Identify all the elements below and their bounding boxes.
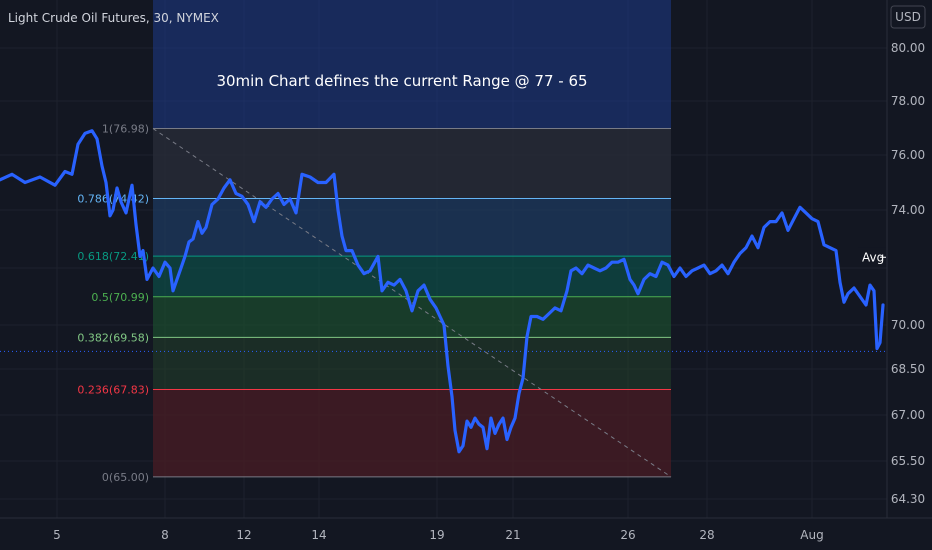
x-tick-label: 5 — [53, 528, 61, 542]
y-tick-label: 80.00 — [891, 41, 925, 55]
x-tick-label: 12 — [236, 528, 251, 542]
time-axis[interactable] — [0, 518, 932, 550]
fib-band — [153, 198, 671, 257]
fib-band — [153, 296, 671, 338]
fib-level-label: 0.382(69.58) — [77, 331, 149, 344]
x-axis-ticks: 5 8 12 14 19 21 26 28 Aug — [53, 528, 824, 542]
avg-badge-label: Avg — [862, 250, 884, 264]
y-tick-label: 67.00 — [891, 408, 925, 422]
chart-title: Light Crude Oil Futures, 30, NYMEX — [8, 11, 219, 25]
fib-trend-line — [152, 128, 672, 478]
fibonacci-retracement[interactable]: 1(76.98)0.786(74.42)0.618(72.41)0.5(70.9… — [77, 0, 672, 484]
y-tick-label: 76.00 — [891, 148, 925, 162]
y-tick-label: 74.00 — [891, 203, 925, 217]
fib-band — [153, 128, 671, 199]
annotation-text: 30min Chart defines the current Range @ … — [216, 72, 587, 90]
fib-level-label: 0.618(72.41) — [77, 250, 149, 263]
price-series — [0, 129, 885, 454]
x-tick-label: 14 — [311, 528, 326, 542]
fib-level-label: 0.5(70.99) — [91, 291, 149, 304]
x-tick-label: Aug — [800, 528, 823, 542]
y-tick-label: 70.00 — [891, 318, 925, 332]
fib-band — [153, 337, 671, 390]
y-tick-label: 78.00 — [891, 94, 925, 108]
fib-band — [153, 256, 671, 297]
price-axis[interactable] — [887, 0, 932, 518]
y-axis-ticks: 80.00 78.00 76.00 74.00 70.00 68.50 67.00 65.50… — [891, 41, 925, 506]
price-line — [0, 129, 885, 454]
y-tick-label: 65.50 — [891, 454, 925, 468]
x-tick-label: 8 — [161, 528, 169, 542]
x-tick-label: 19 — [429, 528, 444, 542]
currency-label: USD — [895, 10, 921, 24]
fib-level-label: 1(76.98) — [102, 123, 149, 136]
annotation-box[interactable] — [153, 0, 671, 129]
currency-button[interactable] — [890, 5, 926, 29]
fib-level-label: 0(65.00) — [102, 471, 149, 484]
fib-level-label: 0.236(67.83) — [77, 384, 149, 397]
fib-band — [153, 389, 671, 477]
y-tick-label: 68.50 — [891, 362, 925, 376]
x-tick-label: 21 — [505, 528, 520, 542]
x-tick-label: 28 — [699, 528, 714, 542]
x-tick-label: 26 — [620, 528, 635, 542]
y-tick-label: 64.30 — [891, 492, 925, 506]
